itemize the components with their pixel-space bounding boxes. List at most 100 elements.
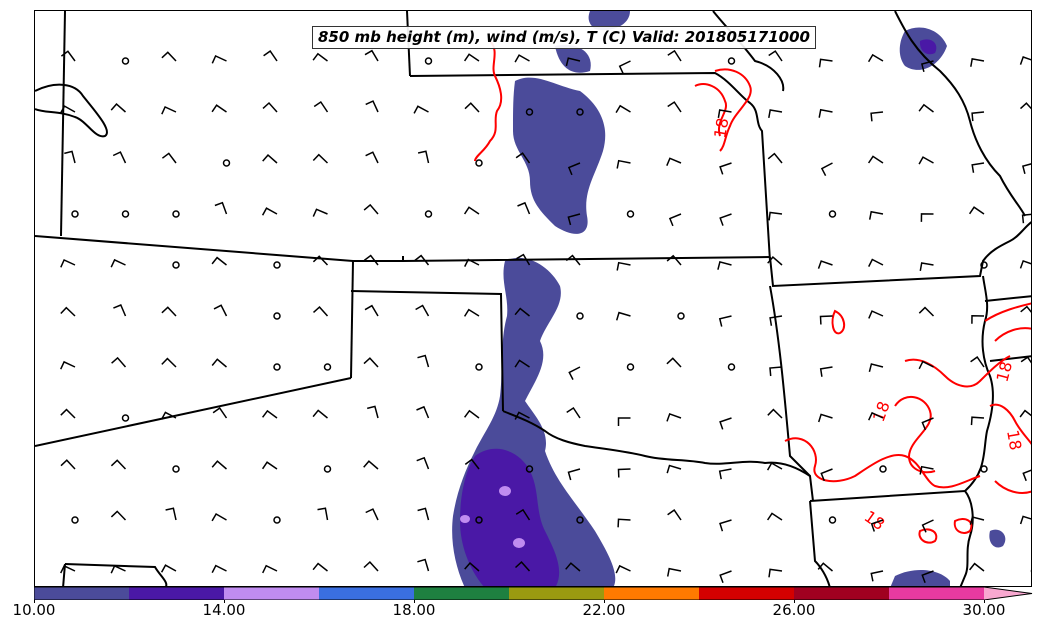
wind-barb — [918, 360, 934, 370]
wind-barb — [365, 151, 379, 164]
colorbar-bin — [794, 587, 889, 600]
wind-barb — [60, 259, 76, 268]
wind-barb — [918, 103, 934, 113]
wind-barb — [417, 558, 430, 572]
wind-barb — [514, 307, 530, 317]
calm-wind-marker — [323, 465, 332, 473]
wind-barb — [415, 304, 430, 317]
wind-barb — [666, 567, 682, 577]
wind-barb — [59, 105, 76, 114]
wind-barb — [870, 570, 884, 582]
colorbar-tick-label: 30.00 — [962, 601, 1006, 619]
wind-barb — [211, 460, 227, 470]
calm-wind-marker — [273, 261, 281, 269]
wind-barb — [1019, 515, 1031, 525]
state-boundaries — [35, 11, 1031, 586]
wind-barb — [364, 49, 379, 62]
wind-barb — [970, 416, 985, 426]
wind-barb — [819, 366, 833, 377]
wind-barb — [618, 60, 631, 74]
wind-barb — [817, 562, 833, 572]
wind-barb — [312, 255, 329, 266]
wind-barb — [312, 208, 328, 217]
wind-barb — [719, 162, 732, 175]
wind-barb — [416, 456, 430, 470]
wind-barb — [211, 512, 227, 522]
wind-barb — [616, 159, 631, 169]
wind-barb — [970, 58, 985, 67]
wind-barb — [60, 459, 76, 470]
wind-barb — [413, 105, 429, 114]
wind-barb — [464, 102, 480, 113]
wind-barb — [515, 152, 531, 164]
calm-wind-marker — [424, 210, 433, 218]
calm-wind-marker — [323, 363, 332, 371]
wind-barb — [213, 304, 228, 317]
wind-barb — [767, 152, 783, 164]
wind-barb — [464, 458, 480, 470]
wind-barb — [1021, 213, 1031, 224]
wind-barb — [870, 519, 884, 532]
wind-barb — [971, 315, 985, 324]
wind-barb — [363, 254, 379, 266]
wind-barb — [766, 512, 783, 521]
shaded-field-peak — [460, 486, 525, 548]
wind-barb — [514, 561, 531, 572]
wind-barb — [312, 562, 328, 572]
colorbar-bin — [414, 587, 509, 600]
map-panel: 18 18 18 18 18 850 mb height (m), wind (… — [34, 10, 1032, 587]
wind-barb — [667, 49, 682, 62]
calm-wind-marker — [626, 363, 635, 371]
calm-wind-marker — [71, 210, 79, 218]
wind-barb — [60, 360, 76, 370]
wind-barb — [1021, 163, 1031, 174]
wind-barb — [969, 516, 985, 525]
wind-barb — [417, 354, 430, 368]
calm-wind-marker — [121, 210, 130, 218]
wind-barb — [367, 405, 379, 419]
colorbar-bin — [604, 587, 699, 600]
wind-barb — [517, 201, 531, 215]
wind-barb — [417, 507, 430, 521]
wind-barb — [160, 411, 177, 420]
wind-barb — [110, 258, 126, 268]
wind-barb — [161, 152, 177, 164]
calm-wind-marker — [1030, 569, 1031, 573]
calm-wind-marker — [980, 465, 988, 473]
wind-barb — [819, 315, 833, 325]
wind-barb — [262, 409, 278, 419]
calm-wind-marker — [172, 210, 180, 218]
wind-barb — [668, 213, 682, 227]
wind-barb — [1020, 356, 1031, 364]
colorbar-tick-mark — [34, 600, 35, 603]
colorbar-bin — [129, 587, 224, 600]
wind-barb — [261, 461, 278, 470]
wind-barb — [717, 109, 732, 119]
wind-barb — [617, 518, 631, 528]
wind-barb — [416, 405, 430, 419]
wind-barb — [211, 358, 227, 368]
colorbar-tick-mark — [794, 600, 795, 603]
wind-barb — [161, 357, 177, 368]
wind-barb — [161, 51, 177, 62]
colorbar-overflow-arrow — [984, 587, 1032, 600]
calm-wind-marker — [677, 312, 685, 320]
wind-barb — [165, 507, 177, 521]
wind-barb — [161, 306, 177, 317]
calm-wind-marker — [879, 465, 887, 473]
map-title: 850 mb height (m), wind (m/s), T (C) Val… — [312, 26, 816, 49]
colorbar-bin — [34, 587, 129, 600]
wind-barb — [214, 201, 228, 215]
wind-barb — [769, 366, 783, 377]
colorbar-bins — [34, 587, 1033, 600]
colorbar-tick-mark — [224, 600, 225, 603]
colorbar-tick-mark — [414, 600, 415, 603]
colorbar-outline — [34, 587, 1033, 600]
wind-barb — [818, 58, 833, 68]
calm-wind-marker — [727, 57, 736, 65]
contour-label: 18 — [993, 359, 1017, 384]
colorbar-tick-mark — [984, 600, 985, 603]
wind-barb-layer — [59, 49, 1031, 583]
wind-barb — [768, 568, 783, 578]
contour-label: 18 — [710, 116, 732, 139]
